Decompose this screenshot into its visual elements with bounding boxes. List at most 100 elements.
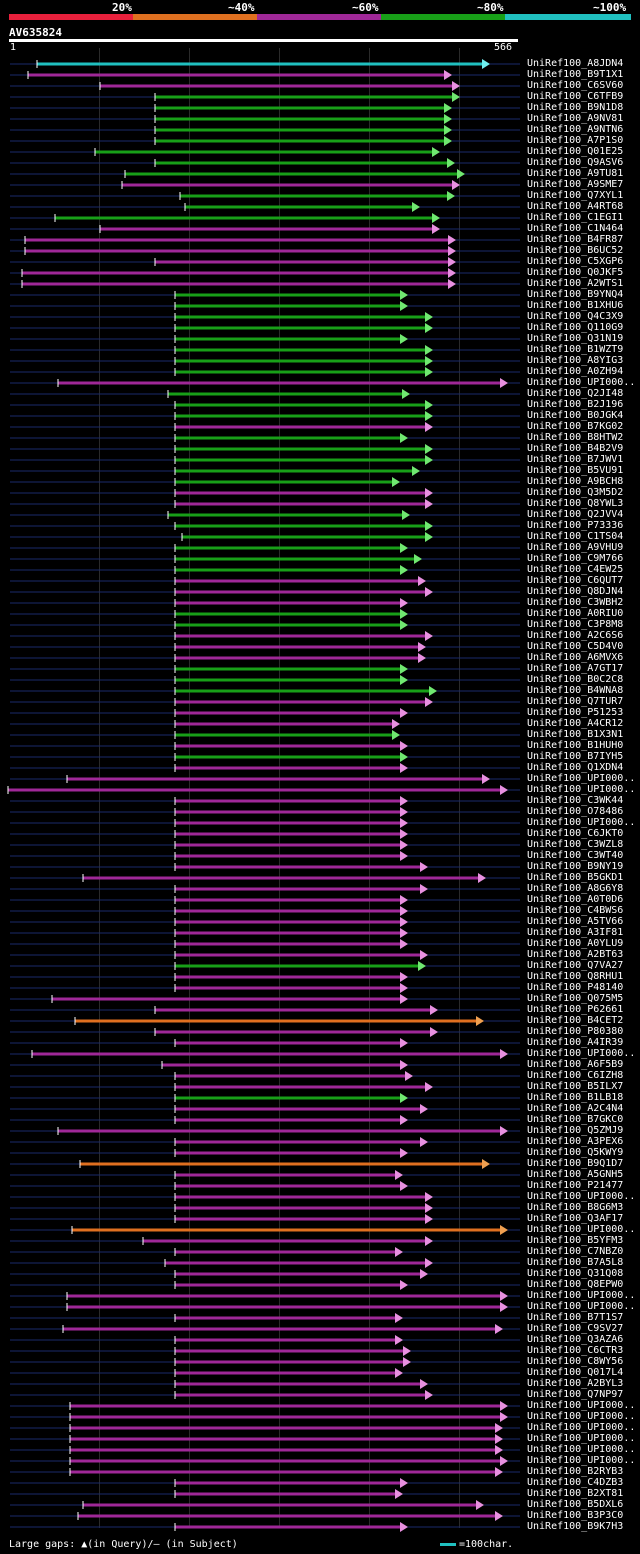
hit-label[interactable]: UniRef100_B9YNQ4: [527, 289, 624, 300]
hit-label[interactable]: UniRef100_A0RIU0: [527, 608, 624, 619]
hit-label[interactable]: UniRef100_A9NTN6: [527, 124, 624, 135]
hit-label[interactable]: UniRef100_A0ZH94: [527, 366, 624, 377]
hit-label[interactable]: UniRef100_P48140: [527, 982, 624, 993]
hit-label[interactable]: UniRef100_Q9ASV6: [527, 157, 624, 168]
hit-label[interactable]: UniRef100_UPI000..: [527, 1301, 636, 1312]
hit-label[interactable]: UniRef100_A9TU81: [527, 168, 624, 179]
hit-label[interactable]: UniRef100_C5D4V0: [527, 641, 624, 652]
hit-label[interactable]: UniRef100_B5ILX7: [527, 1081, 624, 1092]
hit-label[interactable]: UniRef100_C3WT40: [527, 850, 624, 861]
hit-label[interactable]: UniRef100_C3WZL8: [527, 839, 624, 850]
hit-label[interactable]: UniRef100_A9VHU9: [527, 542, 624, 553]
hit-label[interactable]: UniRef100_C6SV60: [527, 80, 624, 91]
hit-label[interactable]: UniRef100_B0C2C8: [527, 674, 624, 685]
hit-label[interactable]: UniRef100_P21477: [527, 1180, 624, 1191]
hit-label[interactable]: UniRef100_A3PEX6: [527, 1136, 624, 1147]
hit-label[interactable]: UniRef100_C1N464: [527, 223, 624, 234]
hit-label[interactable]: UniRef100_B2RYB3: [527, 1466, 624, 1477]
hit-label[interactable]: UniRef100_UPI000..: [527, 1290, 636, 1301]
hit-label[interactable]: UniRef100_B5DXL6: [527, 1499, 624, 1510]
hit-label[interactable]: UniRef100_C3WBH2: [527, 597, 624, 608]
hit-label[interactable]: UniRef100_C5XGP6: [527, 256, 624, 267]
hit-label[interactable]: UniRef100_UPI000..: [527, 1433, 636, 1444]
hit-label[interactable]: UniRef100_P73336: [527, 520, 624, 531]
hit-label[interactable]: UniRef100_B7KG02: [527, 421, 624, 432]
hit-label[interactable]: UniRef100_Q8YWL3: [527, 498, 624, 509]
hit-label[interactable]: UniRef100_B0JGK4: [527, 410, 624, 421]
hit-label[interactable]: UniRef100_A2C4N4: [527, 1103, 624, 1114]
hit-label[interactable]: UniRef100_Q0JKF5: [527, 267, 624, 278]
hit-label[interactable]: UniRef100_A8YIG3: [527, 355, 624, 366]
hit-label[interactable]: UniRef100_A9SME7: [527, 179, 624, 190]
hit-label[interactable]: UniRef100_C6IZH8: [527, 1070, 624, 1081]
hit-label[interactable]: UniRef100_Q7XYL1: [527, 190, 624, 201]
hit-label[interactable]: UniRef100_B4CET2: [527, 1015, 624, 1026]
hit-label[interactable]: UniRef100_B1XHU6: [527, 300, 624, 311]
hit-label[interactable]: UniRef100_C3P8M8: [527, 619, 624, 630]
hit-label[interactable]: UniRef100_A4RT68: [527, 201, 624, 212]
hit-label[interactable]: UniRef100_UPI000..: [527, 1400, 636, 1411]
hit-label[interactable]: UniRef100_UPI000..: [527, 1455, 636, 1466]
hit-label[interactable]: UniRef100_Q017L4: [527, 1367, 624, 1378]
hit-label[interactable]: UniRef100_B9T1X1: [527, 69, 624, 80]
hit-label[interactable]: UniRef100_A3IF81: [527, 927, 624, 938]
hit-label[interactable]: UniRef100_Q8DJN4: [527, 586, 624, 597]
hit-label[interactable]: UniRef100_B9N1D8: [527, 102, 624, 113]
hit-label[interactable]: UniRef100_B9Q1D7: [527, 1158, 624, 1169]
hit-label[interactable]: UniRef100_C7NBZ0: [527, 1246, 624, 1257]
hit-label[interactable]: UniRef100_A4CR12: [527, 718, 624, 729]
hit-label[interactable]: UniRef100_B9K7H3: [527, 1521, 624, 1532]
hit-label[interactable]: UniRef100_B3P3C0: [527, 1510, 624, 1521]
hit-label[interactable]: UniRef100_Q3M5D2: [527, 487, 624, 498]
hit-label[interactable]: UniRef100_A6F5B9: [527, 1059, 624, 1070]
hit-label[interactable]: UniRef100_B1WZT9: [527, 344, 624, 355]
hit-label[interactable]: UniRef100_Q7TUR7: [527, 696, 624, 707]
hit-label[interactable]: UniRef100_Q3AZA6: [527, 1334, 624, 1345]
hit-label[interactable]: UniRef100_UPI000..: [527, 1224, 636, 1235]
hit-label[interactable]: UniRef100_UPI000..: [527, 1444, 636, 1455]
hit-label[interactable]: UniRef100_UPI000..: [527, 377, 636, 388]
hit-label[interactable]: UniRef100_C1TS04: [527, 531, 624, 542]
hit-label[interactable]: UniRef100_Q31N19: [527, 333, 624, 344]
hit-label[interactable]: UniRef100_C8WY56: [527, 1356, 624, 1367]
hit-label[interactable]: UniRef100_B1X3N1: [527, 729, 624, 740]
hit-label[interactable]: UniRef100_A5GNH5: [527, 1169, 624, 1180]
hit-label[interactable]: UniRef100_B5GKD1: [527, 872, 624, 883]
hit-label[interactable]: UniRef100_Q110G9: [527, 322, 624, 333]
hit-label[interactable]: UniRef100_P62661: [527, 1004, 624, 1015]
hit-label[interactable]: UniRef100_A2BYL3: [527, 1378, 624, 1389]
hit-label[interactable]: UniRef100_B5YFM3: [527, 1235, 624, 1246]
hit-label[interactable]: UniRef100_C4EW25: [527, 564, 624, 575]
hit-label[interactable]: UniRef100_C9M766: [527, 553, 624, 564]
hit-label[interactable]: UniRef100_Q1XDN4: [527, 762, 624, 773]
hit-label[interactable]: UniRef100_A7GT17: [527, 663, 624, 674]
hit-label[interactable]: UniRef100_C9SV27: [527, 1323, 624, 1334]
hit-label[interactable]: UniRef100_UPI000..: [527, 1191, 636, 1202]
hit-label[interactable]: UniRef100_Q8EPW0: [527, 1279, 624, 1290]
hit-label[interactable]: UniRef100_C1EGI1: [527, 212, 624, 223]
hit-label[interactable]: UniRef100_A0YLU9: [527, 938, 624, 949]
hit-label[interactable]: UniRef100_B1LB18: [527, 1092, 624, 1103]
hit-label[interactable]: UniRef100_Q01E25: [527, 146, 624, 157]
hit-label[interactable]: UniRef100_B8HTW2: [527, 432, 624, 443]
hit-label[interactable]: UniRef100_B7JWV1: [527, 454, 624, 465]
hit-label[interactable]: UniRef100_Q5ZMJ9: [527, 1125, 624, 1136]
hit-label[interactable]: UniRef100_B2XT81: [527, 1488, 624, 1499]
hit-label[interactable]: UniRef100_C6CTR3: [527, 1345, 624, 1356]
hit-label[interactable]: UniRef100_A0T0D6: [527, 894, 624, 905]
hit-label[interactable]: UniRef100_UPI000..: [527, 1411, 636, 1422]
hit-label[interactable]: UniRef100_C6TFB9: [527, 91, 624, 102]
hit-label[interactable]: UniRef100_C6QUT7: [527, 575, 624, 586]
hit-label[interactable]: UniRef100_UPI000..: [527, 817, 636, 828]
hit-label[interactable]: UniRef100_Q8RHU1: [527, 971, 624, 982]
hit-label[interactable]: UniRef100_A7P1S0: [527, 135, 624, 146]
hit-label[interactable]: UniRef100_B7IYH5: [527, 751, 624, 762]
hit-label[interactable]: UniRef100_B2J196: [527, 399, 624, 410]
hit-label[interactable]: UniRef100_Q2JVV4: [527, 509, 624, 520]
hit-label[interactable]: UniRef100_Q4C3X9: [527, 311, 624, 322]
hit-label[interactable]: UniRef100_A2WTS1: [527, 278, 624, 289]
hit-label[interactable]: UniRef100_Q31Q08: [527, 1268, 624, 1279]
hit-label[interactable]: UniRef100_B7GKC0: [527, 1114, 624, 1125]
hit-label[interactable]: UniRef100_C6JKT0: [527, 828, 624, 839]
hit-label[interactable]: UniRef100_O78486: [527, 806, 624, 817]
